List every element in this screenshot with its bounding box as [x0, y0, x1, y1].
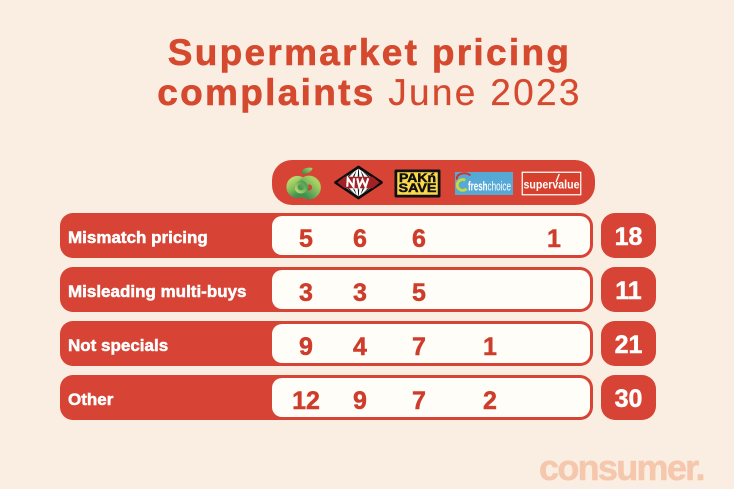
- svg-text:choice: choice: [488, 180, 512, 194]
- svg-text:PAKń: PAKń: [399, 171, 436, 185]
- svg-text:supervalue: supervalue: [524, 178, 580, 192]
- svg-text:SAVE: SAVE: [399, 181, 437, 195]
- svg-text:fresh: fresh: [468, 180, 488, 194]
